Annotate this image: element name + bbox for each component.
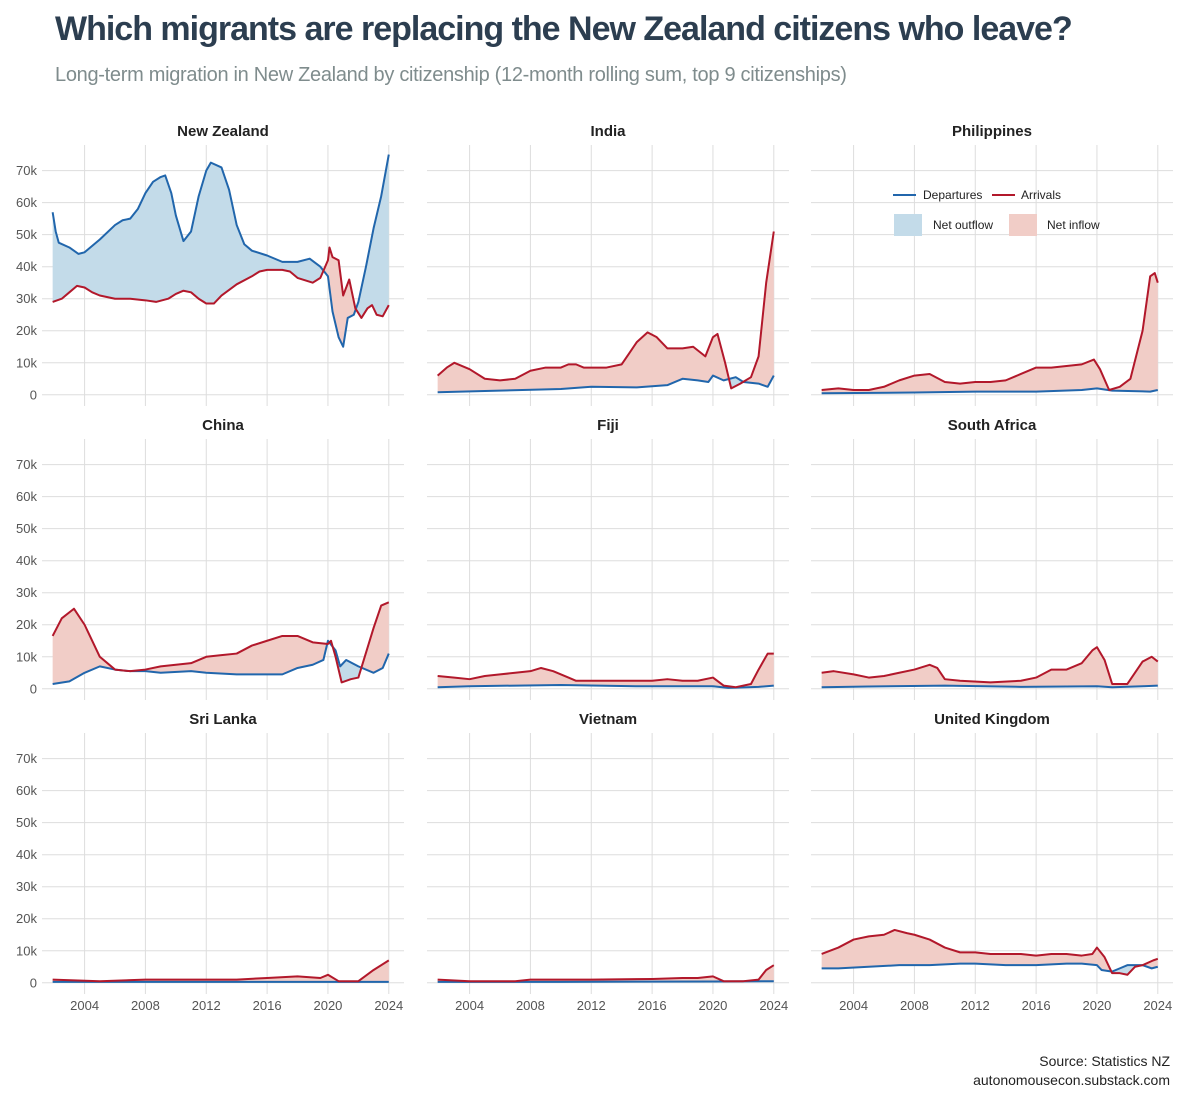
departures-line bbox=[51, 154, 390, 348]
net-inflow-area bbox=[821, 929, 1112, 972]
legend-departures-label: Departures bbox=[923, 188, 982, 202]
y-tick-label: 70k bbox=[16, 457, 37, 472]
y-tick-label: 0 bbox=[30, 681, 37, 696]
facet-south-africa: South Africa bbox=[811, 417, 1173, 700]
x-tick-label: 2012 bbox=[577, 998, 606, 1013]
panel-title: China bbox=[202, 417, 244, 434]
legend-arrivals-label: Arrivals bbox=[1021, 188, 1061, 202]
y-tick-label: 10k bbox=[16, 943, 37, 958]
y-tick-label: 20k bbox=[16, 911, 37, 926]
y-tick-label: 0 bbox=[30, 387, 37, 402]
x-tick-label: 2016 bbox=[253, 998, 282, 1013]
y-tick-label: 20k bbox=[16, 617, 37, 632]
departures-line bbox=[437, 683, 774, 689]
facet-new-zealand: 0 10k 20k 30k 40k 50k 60k 70k New Zealand bbox=[16, 123, 404, 406]
x-tick-label: 2004 bbox=[839, 998, 868, 1013]
site-text: autonomousecon.substack.com bbox=[973, 1072, 1170, 1088]
facet-united-kingdom: 2004 2008 2012 2016 2020 2024 United Kingdom bbox=[811, 711, 1173, 1013]
chart-subtitle: Long-term migration in New Zealand by ci… bbox=[55, 64, 847, 86]
y-tick-label: 40k bbox=[16, 259, 37, 274]
x-tick-label: 2020 bbox=[313, 998, 342, 1013]
x-tick-label: 2008 bbox=[516, 998, 545, 1013]
chart-title: Which migrants are replacing the New Zea… bbox=[55, 10, 1073, 48]
y-tick-label: 40k bbox=[16, 553, 37, 568]
facet-fiji: Fiji bbox=[427, 417, 789, 700]
net-outflow-area bbox=[52, 162, 324, 304]
panel-title: Sri Lanka bbox=[189, 711, 257, 728]
net-inflow-area bbox=[821, 647, 1158, 688]
x-tick-label: 2004 bbox=[455, 998, 484, 1013]
y-tick-label: 50k bbox=[16, 521, 37, 536]
panel-title: Philippines bbox=[952, 123, 1032, 140]
panel-title: Vietnam bbox=[579, 711, 637, 728]
departures-line bbox=[437, 374, 775, 394]
arrivals-line bbox=[437, 652, 774, 689]
net-inflow-area bbox=[437, 653, 774, 688]
arrivals-line bbox=[821, 928, 1159, 976]
arrivals-line bbox=[437, 964, 775, 983]
y-tick-label: 10k bbox=[16, 649, 37, 664]
y-tick-label: 60k bbox=[16, 489, 37, 504]
net-inflow-area bbox=[743, 231, 774, 387]
arrivals-line bbox=[52, 959, 390, 983]
x-tick-label: 2008 bbox=[131, 998, 160, 1013]
source-text: Source: Statistics NZ bbox=[1039, 1053, 1170, 1069]
panel-title: India bbox=[590, 123, 626, 140]
departures-line bbox=[821, 387, 1158, 395]
y-tick-label: 30k bbox=[16, 879, 37, 894]
facet-india: India bbox=[427, 123, 789, 406]
x-tick-label: 2024 bbox=[374, 998, 403, 1013]
net-inflow-area bbox=[52, 608, 328, 684]
net-inflow-area bbox=[361, 602, 389, 673]
y-tick-label: 40k bbox=[16, 847, 37, 862]
y-tick-label: 10k bbox=[16, 355, 37, 370]
net-inflow-area bbox=[437, 332, 729, 393]
x-tick-label: 2024 bbox=[1143, 998, 1172, 1013]
legend-net-inflow-swatch bbox=[1009, 214, 1037, 236]
arrivals-line bbox=[821, 272, 1159, 391]
y-tick-label: 30k bbox=[16, 291, 37, 306]
arrivals-line bbox=[52, 246, 390, 319]
net-inflow-area bbox=[323, 247, 356, 347]
legend-net-outflow-label: Net outflow bbox=[933, 218, 993, 232]
x-tick-label: 2016 bbox=[638, 998, 667, 1013]
legend-net-outflow-swatch bbox=[894, 214, 922, 236]
facet-sri-lanka: 0 10k 20k 30k 40k 50k 60k 70k 2004 2008 2012 2016 20… bbox=[16, 711, 404, 1013]
legend: Departures Arrivals Net outflow Net inflow bbox=[893, 188, 1100, 236]
x-tick-label: 2012 bbox=[192, 998, 221, 1013]
facet-vietnam: 2004 2008 2012 2016 2020 2024 Vietnam bbox=[427, 711, 789, 1013]
y-tick-label: 70k bbox=[16, 751, 37, 766]
y-tick-label: 20k bbox=[16, 323, 37, 338]
y-tick-label: 60k bbox=[16, 783, 37, 798]
departures-line bbox=[52, 639, 390, 685]
departures-line bbox=[821, 962, 1159, 973]
y-tick-label: 50k bbox=[16, 815, 37, 830]
facet-philippines: Philippines bbox=[811, 123, 1173, 406]
x-tick-label: 2024 bbox=[759, 998, 788, 1013]
y-tick-label: 50k bbox=[16, 227, 37, 242]
panel-title: United Kingdom bbox=[934, 711, 1050, 728]
y-tick-label: 0 bbox=[30, 975, 37, 990]
x-tick-label: 2012 bbox=[961, 998, 990, 1013]
caption: Source: Statistics NZ autonomousecon.sub… bbox=[973, 1052, 1170, 1090]
y-tick-label: 60k bbox=[16, 195, 37, 210]
arrivals-line bbox=[51, 601, 390, 684]
net-inflow-area bbox=[821, 273, 1158, 394]
departures-line bbox=[821, 684, 1158, 689]
facet-china: 0 10k 20k 30k 40k 50k 60k 70k China bbox=[16, 417, 404, 700]
arrivals-line bbox=[436, 231, 775, 390]
arrivals-line bbox=[821, 646, 1159, 685]
x-tick-label: 2020 bbox=[698, 998, 727, 1013]
x-tick-label: 2016 bbox=[1022, 998, 1051, 1013]
legend-net-inflow-label: Net inflow bbox=[1047, 218, 1100, 232]
panel-title: South Africa bbox=[948, 417, 1037, 434]
x-tick-label: 2020 bbox=[1082, 998, 1111, 1013]
x-tick-label: 2004 bbox=[70, 998, 99, 1013]
x-tick-label: 2008 bbox=[900, 998, 929, 1013]
panel-title: New Zealand bbox=[177, 123, 269, 140]
y-tick-label: 70k bbox=[16, 163, 37, 178]
y-tick-label: 30k bbox=[16, 585, 37, 600]
panel-title: Fiji bbox=[597, 417, 619, 434]
